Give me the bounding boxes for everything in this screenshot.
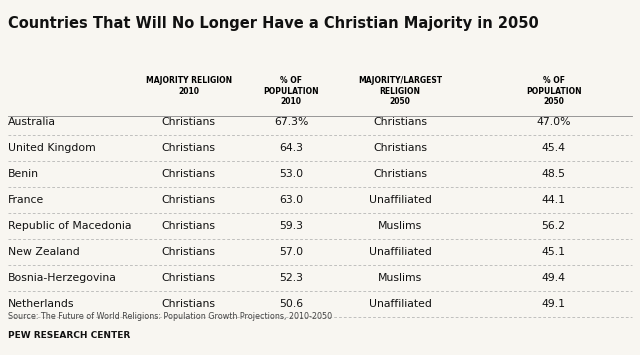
- Text: 50.6: 50.6: [279, 299, 303, 309]
- Text: MAJORITY/LARGEST
RELIGION
2050: MAJORITY/LARGEST RELIGION 2050: [358, 76, 442, 106]
- Text: 47.0%: 47.0%: [536, 118, 571, 127]
- Text: 63.0: 63.0: [279, 195, 303, 205]
- Text: PEW RESEARCH CENTER: PEW RESEARCH CENTER: [8, 331, 131, 340]
- Text: Unaffiliated: Unaffiliated: [369, 247, 431, 257]
- Text: Australia: Australia: [8, 118, 56, 127]
- Text: 49.1: 49.1: [541, 299, 566, 309]
- Text: Muslims: Muslims: [378, 273, 422, 283]
- Text: 44.1: 44.1: [541, 195, 566, 205]
- Text: MAJORITY RELIGION
2010: MAJORITY RELIGION 2010: [146, 76, 232, 96]
- Text: 67.3%: 67.3%: [274, 118, 308, 127]
- Text: Christians: Christians: [373, 169, 427, 179]
- Text: Unaffiliated: Unaffiliated: [369, 195, 431, 205]
- Text: 64.3: 64.3: [279, 143, 303, 153]
- Text: Christians: Christians: [162, 169, 216, 179]
- Text: 45.1: 45.1: [541, 247, 566, 257]
- Text: 45.4: 45.4: [541, 143, 566, 153]
- Text: 48.5: 48.5: [541, 169, 566, 179]
- Text: Republic of Macedonia: Republic of Macedonia: [8, 221, 132, 231]
- Text: United Kingdom: United Kingdom: [8, 143, 96, 153]
- Text: Christians: Christians: [162, 143, 216, 153]
- Text: Christians: Christians: [162, 195, 216, 205]
- Text: Christians: Christians: [162, 247, 216, 257]
- Text: % OF
POPULATION
2010: % OF POPULATION 2010: [264, 76, 319, 106]
- Text: Muslims: Muslims: [378, 221, 422, 231]
- Text: Source: The Future of World Religions: Population Growth Projections, 2010-2050: Source: The Future of World Religions: P…: [8, 312, 332, 321]
- Text: Christians: Christians: [373, 143, 427, 153]
- Text: Christians: Christians: [162, 118, 216, 127]
- Text: New Zealand: New Zealand: [8, 247, 80, 257]
- Text: Christians: Christians: [162, 273, 216, 283]
- Text: 53.0: 53.0: [279, 169, 303, 179]
- Text: 56.2: 56.2: [541, 221, 566, 231]
- Text: Christians: Christians: [373, 118, 427, 127]
- Text: % OF
POPULATION
2050: % OF POPULATION 2050: [526, 76, 581, 106]
- Text: Benin: Benin: [8, 169, 39, 179]
- Text: 57.0: 57.0: [279, 247, 303, 257]
- Text: 52.3: 52.3: [279, 273, 303, 283]
- Text: Unaffiliated: Unaffiliated: [369, 299, 431, 309]
- Text: 49.4: 49.4: [541, 273, 566, 283]
- Text: 59.3: 59.3: [279, 221, 303, 231]
- Text: Countries That Will No Longer Have a Christian Majority in 2050: Countries That Will No Longer Have a Chr…: [8, 16, 539, 31]
- Text: Netherlands: Netherlands: [8, 299, 75, 309]
- Text: Christians: Christians: [162, 221, 216, 231]
- Text: France: France: [8, 195, 45, 205]
- Text: Christians: Christians: [162, 299, 216, 309]
- Text: Bosnia-Herzegovina: Bosnia-Herzegovina: [8, 273, 117, 283]
